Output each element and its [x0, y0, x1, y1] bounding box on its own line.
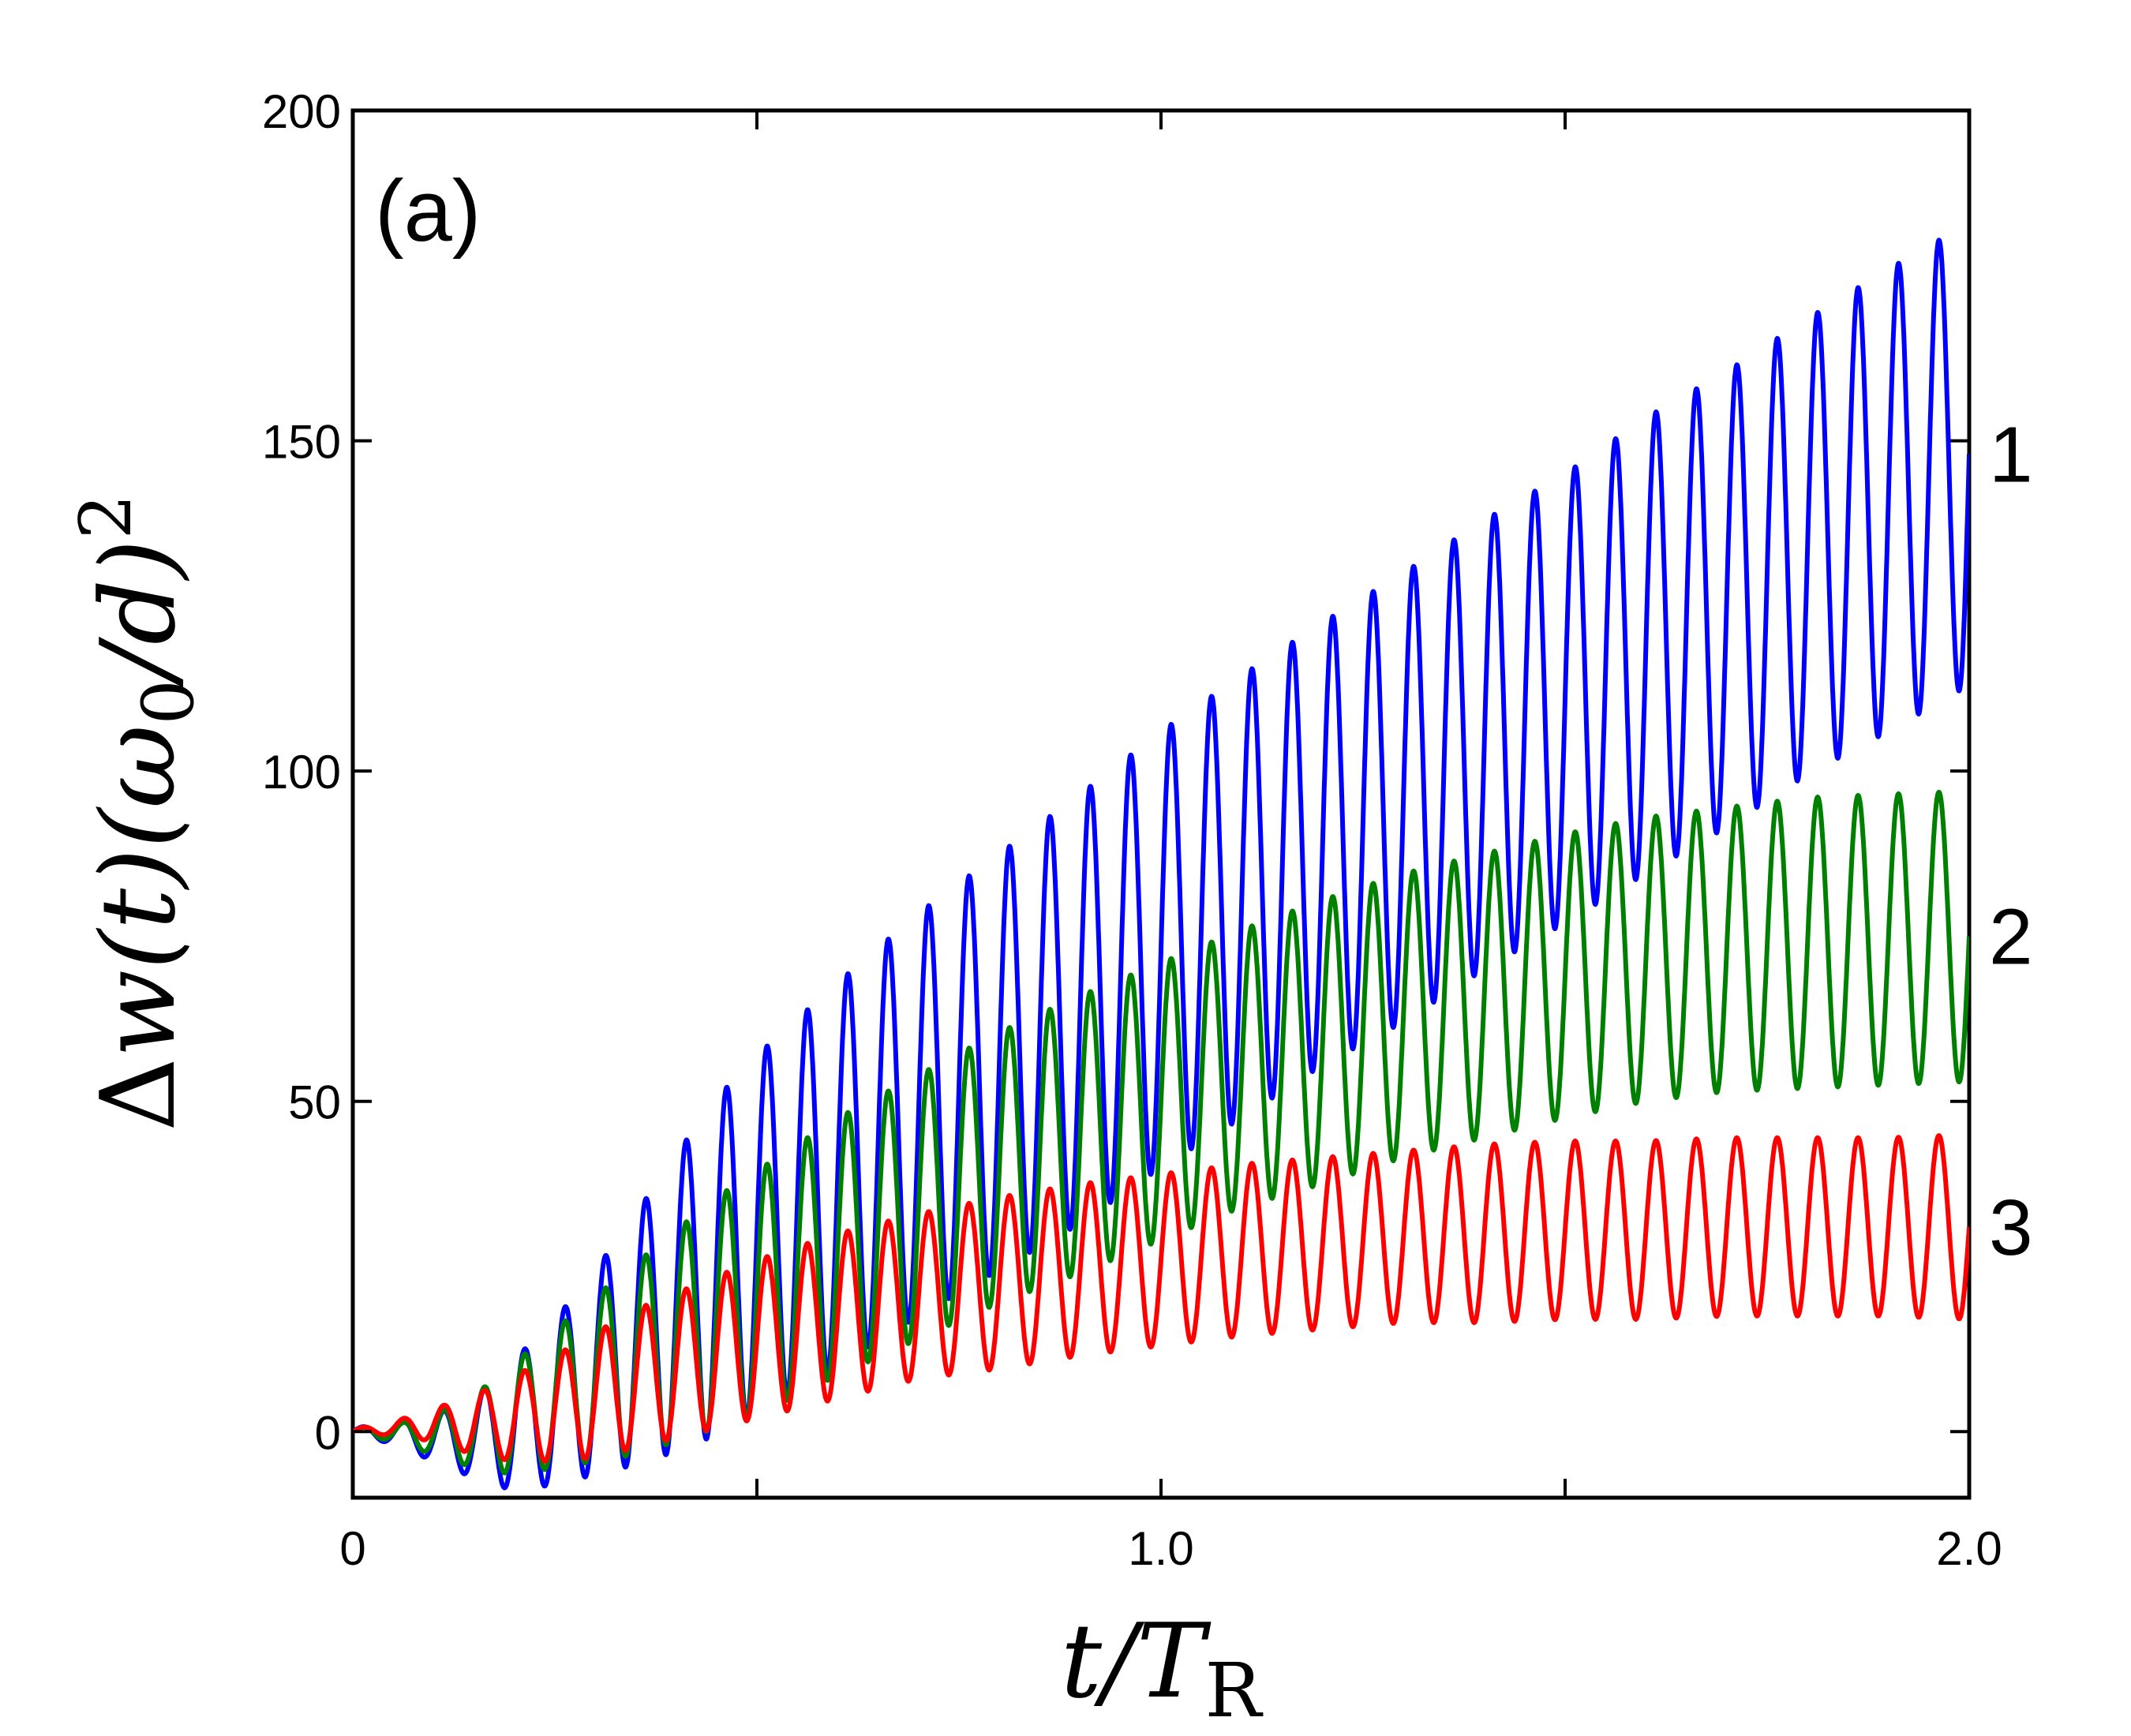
x-tick-label-0: 0: [339, 1522, 365, 1575]
x-tick-label-4: 2.0: [1936, 1522, 2002, 1575]
curve-label-3: 3: [1989, 1184, 2033, 1272]
tick-labels-layer: 0 1.0 2.0 0 50 100 150 200: [262, 85, 2002, 1575]
x-tick-label-2: 1.0: [1128, 1522, 1193, 1575]
y-axis-title: Δw(t)(ω0/d)2: [65, 494, 210, 1132]
y-tick-label-3: 150: [262, 416, 341, 469]
series-3-line: [353, 1133, 1969, 1464]
ticks-layer: [351, 109, 1971, 1498]
y-tick-label-4: 200: [262, 85, 341, 138]
svg-text:Δw(t)(ω0/d)2: Δw(t)(ω0/d)2: [65, 494, 210, 1132]
series-layer: [353, 238, 1969, 1491]
series-1-line: [353, 238, 1969, 1491]
curve-label-2: 2: [1989, 892, 2033, 981]
panel-label: (a): [375, 163, 481, 260]
y-tick-label-2: 100: [262, 746, 341, 799]
y-tick-label-1: 50: [288, 1076, 341, 1129]
y-tick-label-0: 0: [315, 1406, 341, 1459]
curve-labels-layer: 1 2 3: [1989, 410, 2033, 1271]
x-axis-title: t/TR: [1061, 1601, 1264, 1734]
curve-label-1: 1: [1989, 410, 2033, 499]
